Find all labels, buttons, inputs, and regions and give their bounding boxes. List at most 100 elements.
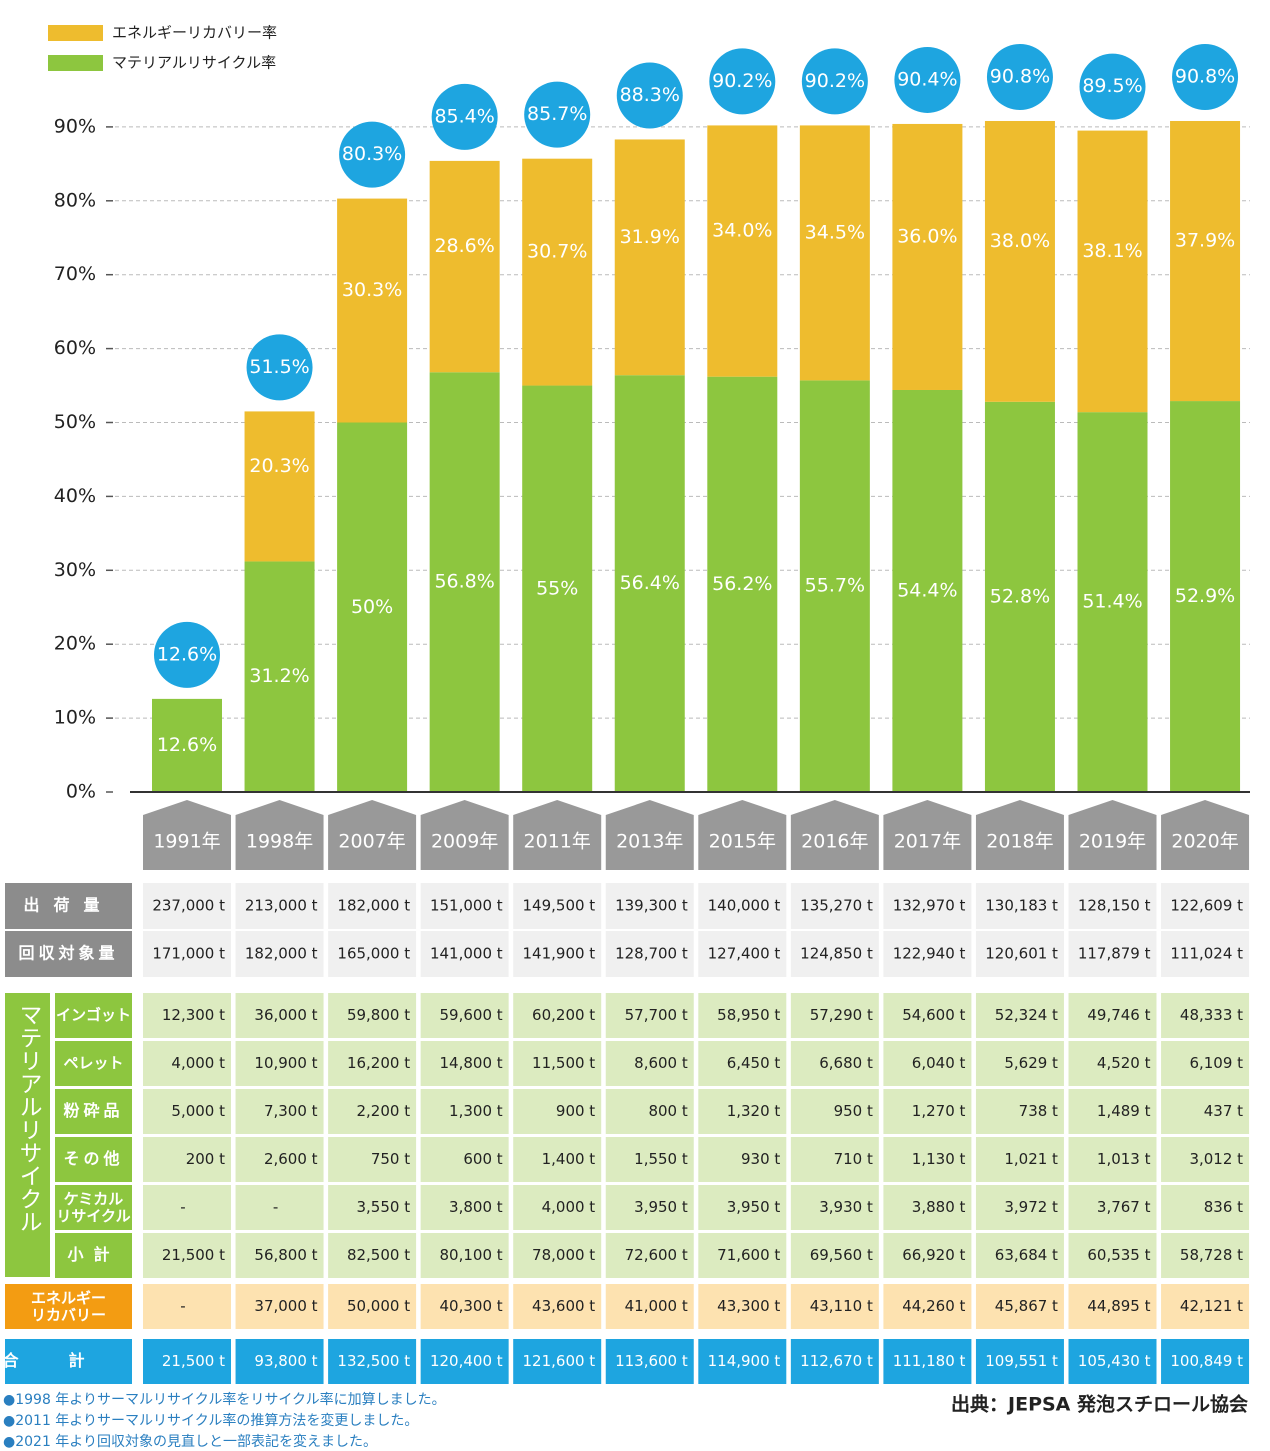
table-cell (235, 1041, 324, 1086)
legend-swatch (48, 55, 103, 71)
table-cell-text: 6,109 t (1189, 1054, 1243, 1072)
table-cell-text: 750 t (371, 1150, 410, 1168)
x-tick-label: 2017年 (894, 831, 961, 853)
x-tick-label: 2019年 (1079, 831, 1146, 853)
table-cell (790, 883, 879, 929)
table-cell (235, 1185, 324, 1230)
table-cell-text: 43,110 t (810, 1297, 873, 1315)
value-label: 12.6% (157, 734, 217, 756)
x-tick-label: 2020年 (1171, 831, 1238, 853)
table-cell-text: 1,489 t (1097, 1102, 1151, 1120)
row-label-cell (55, 1137, 132, 1182)
table-cell (790, 1137, 879, 1182)
table-cell (698, 883, 787, 929)
table-cell-text: 1,320 t (727, 1102, 781, 1120)
bar-segment (1077, 412, 1148, 792)
table-cell (1161, 1233, 1250, 1278)
total-label: 85.7% (527, 103, 587, 125)
table-cell (883, 1137, 972, 1182)
table-cell-text: 141,900 t (523, 945, 596, 963)
value-label: 55% (536, 577, 578, 599)
table-cell (420, 1284, 509, 1329)
table-cell-text: 52,324 t (995, 1006, 1058, 1024)
table-cell (698, 931, 787, 977)
y-tick-label: 40% (54, 485, 96, 507)
table-cell (420, 1041, 509, 1086)
table-cell-text: 124,850 t (800, 945, 873, 963)
table-cell (1068, 1137, 1157, 1182)
table-cell (420, 883, 509, 929)
bar-segment (984, 120, 1055, 402)
value-label: 38.0% (990, 230, 1050, 252)
table-cell-text: 213,000 t (245, 897, 318, 915)
table-cell (975, 883, 1064, 929)
bar-segment (984, 401, 1055, 792)
table-cell (143, 883, 231, 929)
table-cell (1068, 931, 1157, 977)
total-circle (1079, 53, 1146, 120)
value-label: 30.3% (342, 279, 402, 301)
table-cell-text: 132,500 t (337, 1352, 410, 1370)
table-cell-text: 44,260 t (902, 1297, 965, 1315)
table-cell-text: 43,600 t (532, 1297, 595, 1315)
category-tag (420, 800, 509, 870)
bar-segment (429, 372, 500, 792)
table-cell (1161, 1339, 1250, 1384)
total-circle (894, 46, 961, 113)
x-tick-label: 2011年 (524, 831, 591, 853)
total-label: 88.3% (620, 84, 680, 106)
table-cell-text: 1,400 t (542, 1150, 596, 1168)
table-cell-text: 3,880 t (912, 1198, 966, 1216)
table-cell-text: 16,200 t (347, 1054, 410, 1072)
table-cell (883, 1185, 972, 1230)
table-cell (605, 1284, 694, 1329)
table-cell-text: 3,930 t (819, 1198, 873, 1216)
x-tick-label: 2015年 (709, 831, 776, 853)
bar-segment (707, 125, 778, 377)
group-label: マテリアルリサイクル (15, 1003, 42, 1233)
table-cell (328, 1233, 417, 1278)
table-cell (143, 993, 231, 1038)
table-cell-text: 140,000 t (708, 897, 781, 915)
total-circle (986, 43, 1053, 110)
row-label: 回収対象量 (18, 944, 118, 963)
y-tick-label: 20% (54, 633, 96, 655)
table-cell (1161, 931, 1250, 977)
table-cell-text: 127,400 t (708, 945, 781, 963)
table-cell-text: 120,601 t (985, 945, 1058, 963)
total-label: 85.4% (434, 105, 494, 127)
total-label: 12.6% (157, 643, 217, 665)
table-cell (328, 1284, 417, 1329)
table-cell-text: 237,000 t (152, 897, 225, 915)
bar-segment (614, 375, 685, 792)
table-cell-text: 3,800 t (449, 1198, 503, 1216)
table-cell-text: 49,746 t (1087, 1006, 1150, 1024)
table-cell (698, 1041, 787, 1086)
table-cell (1068, 1339, 1157, 1384)
table-cell-text: 128,150 t (1078, 897, 1151, 915)
table-cell (1068, 993, 1157, 1038)
table-cell (143, 1041, 231, 1086)
total-label: 90.2% (805, 70, 865, 92)
table-cell-text: 42,121 t (1180, 1297, 1243, 1315)
table-cell (883, 1041, 972, 1086)
table-cell (975, 1185, 1064, 1230)
table-cell (1161, 1185, 1250, 1230)
table-cell-text: 21,500 t (162, 1246, 225, 1264)
table-cell-text: 130,183 t (985, 897, 1058, 915)
value-label: 28.6% (434, 235, 494, 257)
bar-segment (1170, 401, 1241, 792)
table-cell (235, 1284, 324, 1329)
row-label: 合計 (2, 1351, 134, 1370)
x-tick-label: 2016年 (801, 831, 868, 853)
total-circle (801, 48, 868, 115)
table-cell-text: 1,021 t (1004, 1150, 1058, 1168)
table-cell (605, 1233, 694, 1278)
table-cell (420, 1137, 509, 1182)
table-cell-text: 139,300 t (615, 897, 688, 915)
table-cell (235, 1089, 324, 1134)
table-cell (328, 993, 417, 1038)
table-cell-text: 12,300 t (162, 1006, 225, 1024)
table-cell (143, 1339, 231, 1384)
table-cell (883, 1089, 972, 1134)
